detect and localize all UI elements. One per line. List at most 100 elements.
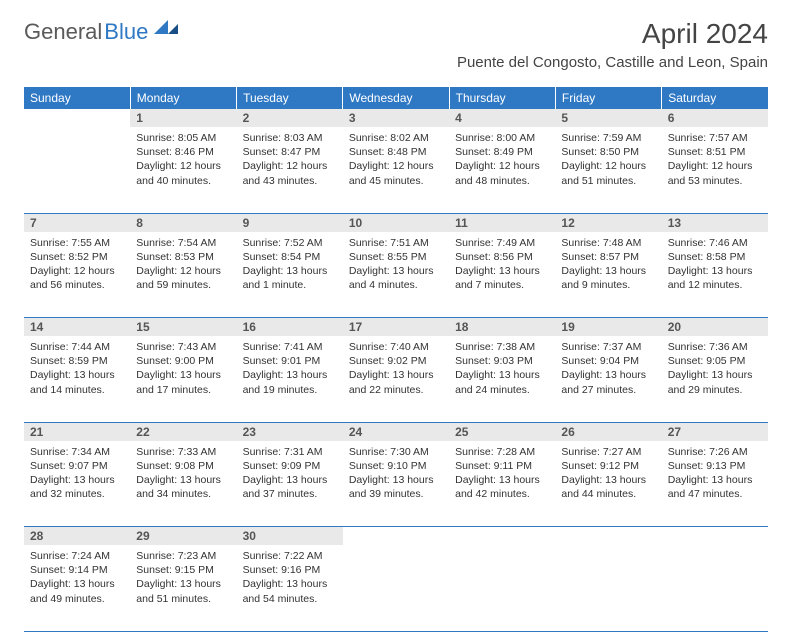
day-cell: Sunrise: 7:36 AMSunset: 9:05 PMDaylight:…	[662, 336, 768, 422]
daylight-text: Daylight: 13 hours	[349, 368, 443, 382]
daylight-text: Daylight: 13 hours	[136, 577, 230, 591]
day-header-row: Sunday Monday Tuesday Wednesday Thursday…	[24, 87, 768, 109]
day-cell-content: Sunrise: 7:54 AMSunset: 8:53 PMDaylight:…	[130, 232, 236, 297]
sunset-text: Sunset: 8:49 PM	[455, 145, 549, 159]
daylight-text: Daylight: 13 hours	[349, 473, 443, 487]
day-cell-content: Sunrise: 7:40 AMSunset: 9:02 PMDaylight:…	[343, 336, 449, 401]
sunset-text: Sunset: 8:54 PM	[243, 250, 337, 264]
sunrise-text: Sunrise: 7:34 AM	[30, 445, 124, 459]
month-title: April 2024	[457, 18, 768, 50]
day-cell: Sunrise: 7:26 AMSunset: 9:13 PMDaylight:…	[662, 441, 768, 527]
daylight-text: Daylight: 12 hours	[136, 159, 230, 173]
daylight-text: Daylight: 12 hours	[668, 159, 762, 173]
day-number: 14	[24, 318, 130, 337]
daylight-text-2: and 44 minutes.	[561, 487, 655, 501]
day-number-row: 21222324252627	[24, 422, 768, 441]
day-cell-content: Sunrise: 7:38 AMSunset: 9:03 PMDaylight:…	[449, 336, 555, 401]
daylight-text: Daylight: 13 hours	[243, 368, 337, 382]
daylight-text-2: and 49 minutes.	[30, 592, 124, 606]
sunset-text: Sunset: 9:14 PM	[30, 563, 124, 577]
day-number: 7	[24, 213, 130, 232]
daylight-text: Daylight: 13 hours	[455, 264, 549, 278]
day-cell-content: Sunrise: 8:02 AMSunset: 8:48 PMDaylight:…	[343, 127, 449, 192]
daylight-text: Daylight: 12 hours	[243, 159, 337, 173]
daylight-text-2: and 9 minutes.	[561, 278, 655, 292]
daylight-text-2: and 1 minute.	[243, 278, 337, 292]
day-cell: Sunrise: 7:46 AMSunset: 8:58 PMDaylight:…	[662, 232, 768, 318]
day-cell: Sunrise: 7:22 AMSunset: 9:16 PMDaylight:…	[237, 545, 343, 631]
day-number: 6	[662, 109, 768, 127]
day-number: 5	[555, 109, 661, 127]
day-number: 24	[343, 422, 449, 441]
day-content-row: Sunrise: 7:55 AMSunset: 8:52 PMDaylight:…	[24, 232, 768, 318]
sunrise-text: Sunrise: 7:59 AM	[561, 131, 655, 145]
daylight-text-2: and 51 minutes.	[136, 592, 230, 606]
daylight-text-2: and 27 minutes.	[561, 383, 655, 397]
daylight-text: Daylight: 12 hours	[30, 264, 124, 278]
sunrise-text: Sunrise: 7:54 AM	[136, 236, 230, 250]
day-cell-content: Sunrise: 7:36 AMSunset: 9:05 PMDaylight:…	[662, 336, 768, 401]
day-number: 29	[130, 527, 236, 546]
sunrise-text: Sunrise: 7:27 AM	[561, 445, 655, 459]
sunrise-text: Sunrise: 8:02 AM	[349, 131, 443, 145]
sunrise-text: Sunrise: 7:22 AM	[243, 549, 337, 563]
sunrise-text: Sunrise: 7:41 AM	[243, 340, 337, 354]
daylight-text: Daylight: 13 hours	[30, 473, 124, 487]
day-cell	[343, 545, 449, 631]
daylight-text-2: and 37 minutes.	[243, 487, 337, 501]
daylight-text-2: and 39 minutes.	[349, 487, 443, 501]
daylight-text: Daylight: 13 hours	[136, 473, 230, 487]
sunrise-text: Sunrise: 7:51 AM	[349, 236, 443, 250]
sunrise-text: Sunrise: 7:46 AM	[668, 236, 762, 250]
sunrise-text: Sunrise: 7:36 AM	[668, 340, 762, 354]
day-content-row: Sunrise: 7:44 AMSunset: 8:59 PMDaylight:…	[24, 336, 768, 422]
day-number: 12	[555, 213, 661, 232]
sunrise-text: Sunrise: 8:03 AM	[243, 131, 337, 145]
sunset-text: Sunset: 9:13 PM	[668, 459, 762, 473]
day-number: 3	[343, 109, 449, 127]
daylight-text: Daylight: 13 hours	[243, 264, 337, 278]
day-header: Monday	[130, 87, 236, 109]
daylight-text: Daylight: 12 hours	[561, 159, 655, 173]
day-cell: Sunrise: 7:43 AMSunset: 9:00 PMDaylight:…	[130, 336, 236, 422]
daylight-text: Daylight: 13 hours	[561, 368, 655, 382]
day-cell-content: Sunrise: 7:28 AMSunset: 9:11 PMDaylight:…	[449, 441, 555, 506]
day-cell: Sunrise: 7:28 AMSunset: 9:11 PMDaylight:…	[449, 441, 555, 527]
day-cell-content: Sunrise: 7:59 AMSunset: 8:50 PMDaylight:…	[555, 127, 661, 192]
sunset-text: Sunset: 8:53 PM	[136, 250, 230, 264]
day-number: 18	[449, 318, 555, 337]
daylight-text: Daylight: 13 hours	[30, 577, 124, 591]
day-cell: Sunrise: 8:05 AMSunset: 8:46 PMDaylight:…	[130, 127, 236, 213]
daylight-text: Daylight: 13 hours	[30, 368, 124, 382]
day-number: 28	[24, 527, 130, 546]
sunrise-text: Sunrise: 7:26 AM	[668, 445, 762, 459]
sunset-text: Sunset: 9:01 PM	[243, 354, 337, 368]
sunrise-text: Sunrise: 7:30 AM	[349, 445, 443, 459]
day-number	[662, 527, 768, 546]
daylight-text: Daylight: 13 hours	[243, 473, 337, 487]
sunset-text: Sunset: 8:56 PM	[455, 250, 549, 264]
day-header: Friday	[555, 87, 661, 109]
daylight-text-2: and 56 minutes.	[30, 278, 124, 292]
daylight-text: Daylight: 12 hours	[136, 264, 230, 278]
logo: General Blue	[24, 18, 180, 45]
title-block: April 2024 Puente del Congosto, Castille…	[457, 18, 768, 71]
sunrise-text: Sunrise: 7:52 AM	[243, 236, 337, 250]
day-number: 26	[555, 422, 661, 441]
day-cell	[449, 545, 555, 631]
day-content-row: Sunrise: 7:24 AMSunset: 9:14 PMDaylight:…	[24, 545, 768, 631]
daylight-text: Daylight: 13 hours	[455, 368, 549, 382]
sunset-text: Sunset: 8:57 PM	[561, 250, 655, 264]
day-cell: Sunrise: 8:03 AMSunset: 8:47 PMDaylight:…	[237, 127, 343, 213]
day-number: 21	[24, 422, 130, 441]
day-cell	[555, 545, 661, 631]
sunrise-text: Sunrise: 7:28 AM	[455, 445, 549, 459]
day-number: 23	[237, 422, 343, 441]
daylight-text-2: and 59 minutes.	[136, 278, 230, 292]
logo-text-general: General	[24, 19, 102, 45]
sunset-text: Sunset: 9:02 PM	[349, 354, 443, 368]
day-cell-content: Sunrise: 7:26 AMSunset: 9:13 PMDaylight:…	[662, 441, 768, 506]
day-header: Tuesday	[237, 87, 343, 109]
sunset-text: Sunset: 9:16 PM	[243, 563, 337, 577]
day-cell-content: Sunrise: 7:31 AMSunset: 9:09 PMDaylight:…	[237, 441, 343, 506]
